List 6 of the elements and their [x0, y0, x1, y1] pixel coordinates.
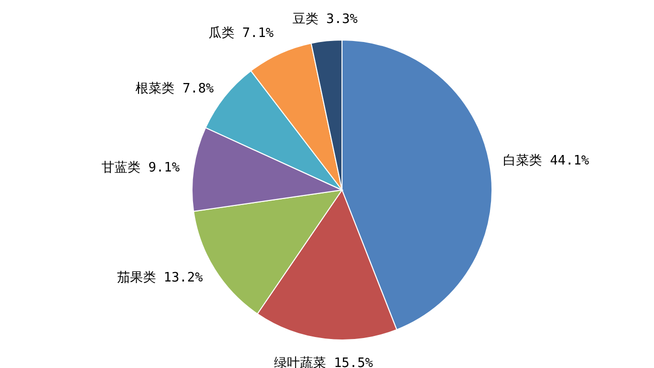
slice-label: 甘蓝类 9.1%	[102, 160, 180, 176]
slice-label: 根菜类 7.8%	[136, 82, 214, 97]
slice-label: 豆类 3.3%	[292, 12, 358, 27]
slice-label: 瓜类 7.1%	[208, 26, 274, 41]
slice-label: 白菜类 44.1%	[503, 154, 590, 169]
slice-label: 茄果类 13.2%	[116, 270, 203, 286]
